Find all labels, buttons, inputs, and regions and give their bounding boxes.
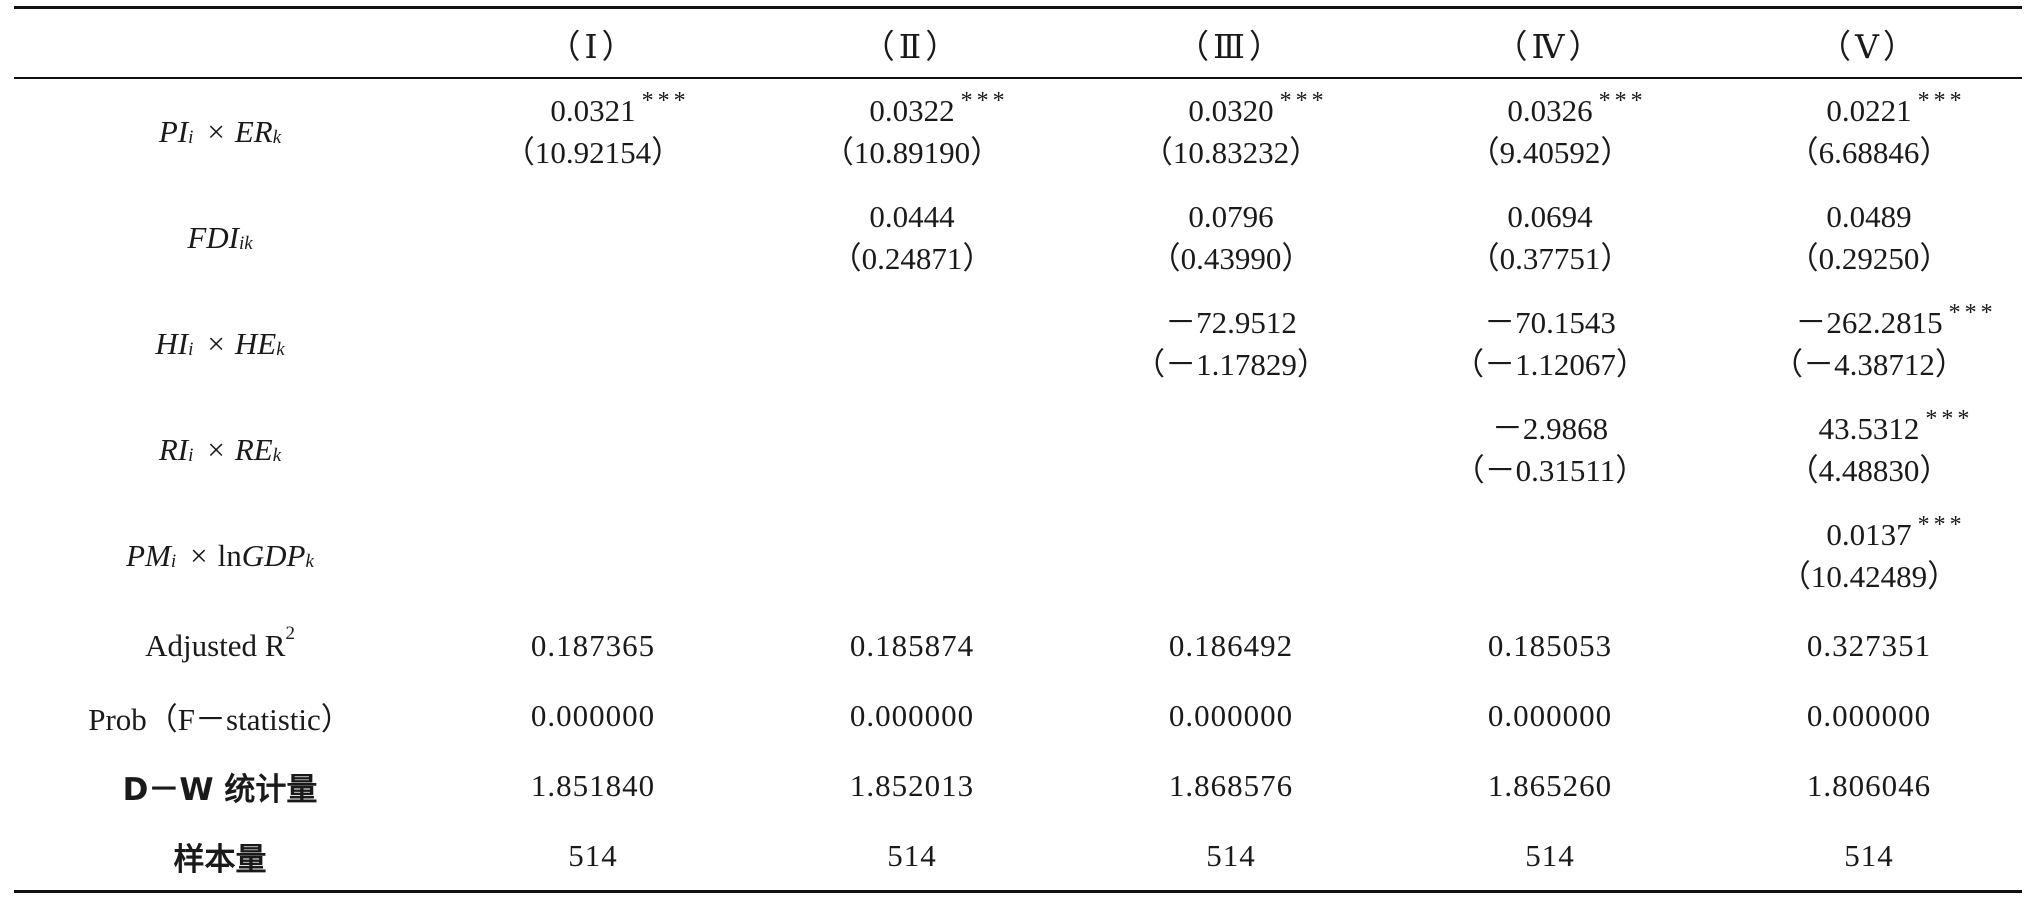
cell-hi-he-col4: －70.1543 （－1.12067） <box>1390 300 1710 388</box>
cell-pi-er-col3: 0.0320 *** （10.83232） <box>1071 88 1391 176</box>
significance-stars: *** <box>1917 88 1966 114</box>
cell-dw-col4: 1.865260 <box>1487 768 1613 803</box>
row-label-sample-size: 样本量 <box>173 841 267 878</box>
cell-adj-r2-col4: 0.185053 <box>1487 628 1613 663</box>
table-bottom-rule <box>14 890 2022 893</box>
row-label-pm-gdp: PM i × ln GDP k <box>126 538 314 573</box>
cell-prob-f-col2: 0.000000 <box>849 698 975 733</box>
significance-stars: *** <box>1598 88 1647 114</box>
coefficient: 0.0221 <box>1826 93 1912 128</box>
t-statistic: （10.92154） <box>503 135 683 170</box>
t-statistic: （6.68846） <box>1787 135 1951 170</box>
significance-stars: *** <box>960 88 1009 114</box>
t-statistic: （0.24871） <box>830 241 994 276</box>
coefficient: 0.0137 <box>1826 517 1912 552</box>
coefficient: 0.0489 <box>1826 199 1912 234</box>
cell-n-col5: 514 <box>1844 838 1894 873</box>
cell-dw-col3: 1.868576 <box>1168 768 1294 803</box>
column-header-4: （Ⅳ） <box>1494 30 1606 66</box>
row-label-fdi: FDI ik <box>187 220 253 255</box>
cell-pi-er-col4: 0.0326 *** （9.40592） <box>1390 88 1710 176</box>
column-header-2: （Ⅱ） <box>861 30 963 66</box>
coefficient: 0.0326 <box>1507 93 1593 128</box>
row-label-pi-er: PI i × ER k <box>158 114 282 149</box>
coefficient: 0.0321 <box>550 93 636 128</box>
cell-pm-gdp-col5: 0.0137 *** （10.42489） <box>1709 512 2026 600</box>
t-statistic: （0.37751） <box>1468 241 1632 276</box>
t-statistic: （－0.31511） <box>1453 453 1647 488</box>
cell-adj-r2-col1: 0.187365 <box>530 628 656 663</box>
coefficient: －70.1543 <box>1484 305 1616 340</box>
t-statistic: （4.48830） <box>1787 453 1951 488</box>
cell-dw-col2: 1.852013 <box>849 768 975 803</box>
cell-hi-he-col3: －72.9512 （－1.17829） <box>1071 300 1391 388</box>
cell-hi-he-col5: －262.2815 *** （－4.38712） <box>1709 300 2026 388</box>
cell-ri-re-col5: 43.5312 *** （4.48830） <box>1709 406 2026 494</box>
t-statistic: （10.89190） <box>822 135 1002 170</box>
table-top-rule <box>14 6 2022 9</box>
coefficient: 0.0444 <box>869 199 955 234</box>
cell-fdi-col2: 0.0444 （0.24871） <box>752 194 1072 282</box>
cell-n-col4: 514 <box>1525 838 1575 873</box>
row-label-ri-re: RI i × RE k <box>158 432 282 467</box>
cell-prob-f-col5: 0.000000 <box>1806 698 1932 733</box>
cell-prob-f-col1: 0.000000 <box>530 698 656 733</box>
cell-pi-er-col1: 0.0321 *** （10.92154） <box>433 88 753 176</box>
significance-stars: *** <box>1948 300 1997 326</box>
t-statistic: （9.40592） <box>1468 135 1632 170</box>
cell-dw-col5: 1.806046 <box>1806 768 1932 803</box>
coefficient: －72.9512 <box>1165 305 1297 340</box>
t-statistic: （10.42489） <box>1779 559 1959 594</box>
cell-dw-col1: 1.851840 <box>530 768 656 803</box>
column-header-1: （Ⅰ） <box>547 30 639 66</box>
cell-pi-er-col2: 0.0322 *** （10.89190） <box>752 88 1072 176</box>
cell-adj-r2-col2: 0.185874 <box>849 628 975 663</box>
cell-n-col2: 514 <box>887 838 937 873</box>
cell-n-col3: 514 <box>1206 838 1256 873</box>
cell-prob-f-col4: 0.000000 <box>1487 698 1613 733</box>
coefficient: 0.0694 <box>1507 199 1593 234</box>
column-header-5: （Ⅴ） <box>1818 30 1920 66</box>
t-statistic: （－4.38712） <box>1772 347 1966 382</box>
row-label-prob-f: Prob（F－statistic） <box>88 701 352 737</box>
coefficient: －262.2815 <box>1795 305 1943 340</box>
cell-prob-f-col3: 0.000000 <box>1168 698 1294 733</box>
significance-stars: *** <box>1279 88 1328 114</box>
coefficient: 0.0320 <box>1188 93 1274 128</box>
cell-n-col1: 514 <box>568 838 618 873</box>
coefficient: 0.0322 <box>869 93 955 128</box>
cell-adj-r2-col5: 0.327351 <box>1806 628 1932 663</box>
t-statistic: （－1.12067） <box>1453 347 1647 382</box>
significance-stars: *** <box>1925 406 1974 432</box>
t-statistic: （0.43990） <box>1149 241 1313 276</box>
t-statistic: （10.83232） <box>1141 135 1321 170</box>
cell-pi-er-col5: 0.0221 *** （6.68846） <box>1709 88 2026 176</box>
cell-ri-re-col4: －2.9868 （－0.31511） <box>1390 406 1710 494</box>
cell-fdi-col3: 0.0796 （0.43990） <box>1071 194 1391 282</box>
coefficient: 0.0796 <box>1188 199 1274 234</box>
significance-stars: *** <box>1917 512 1966 538</box>
column-header-3: （Ⅲ） <box>1176 30 1286 66</box>
table-header-rule <box>14 77 2022 79</box>
t-statistic: （－1.17829） <box>1134 347 1328 382</box>
coefficient: 43.5312 <box>1818 411 1920 446</box>
row-label-dw: D－W 统计量 <box>122 771 318 808</box>
coefficient: －2.9868 <box>1491 411 1609 446</box>
t-statistic: （0.29250） <box>1787 241 1951 276</box>
row-label-hi-he: HI i × HE k <box>155 326 285 361</box>
cell-fdi-col4: 0.0694 （0.37751） <box>1390 194 1710 282</box>
cell-adj-r2-col3: 0.186492 <box>1168 628 1294 663</box>
significance-stars: *** <box>641 88 690 114</box>
cell-fdi-col5: 0.0489 （0.29250） <box>1709 194 2026 282</box>
